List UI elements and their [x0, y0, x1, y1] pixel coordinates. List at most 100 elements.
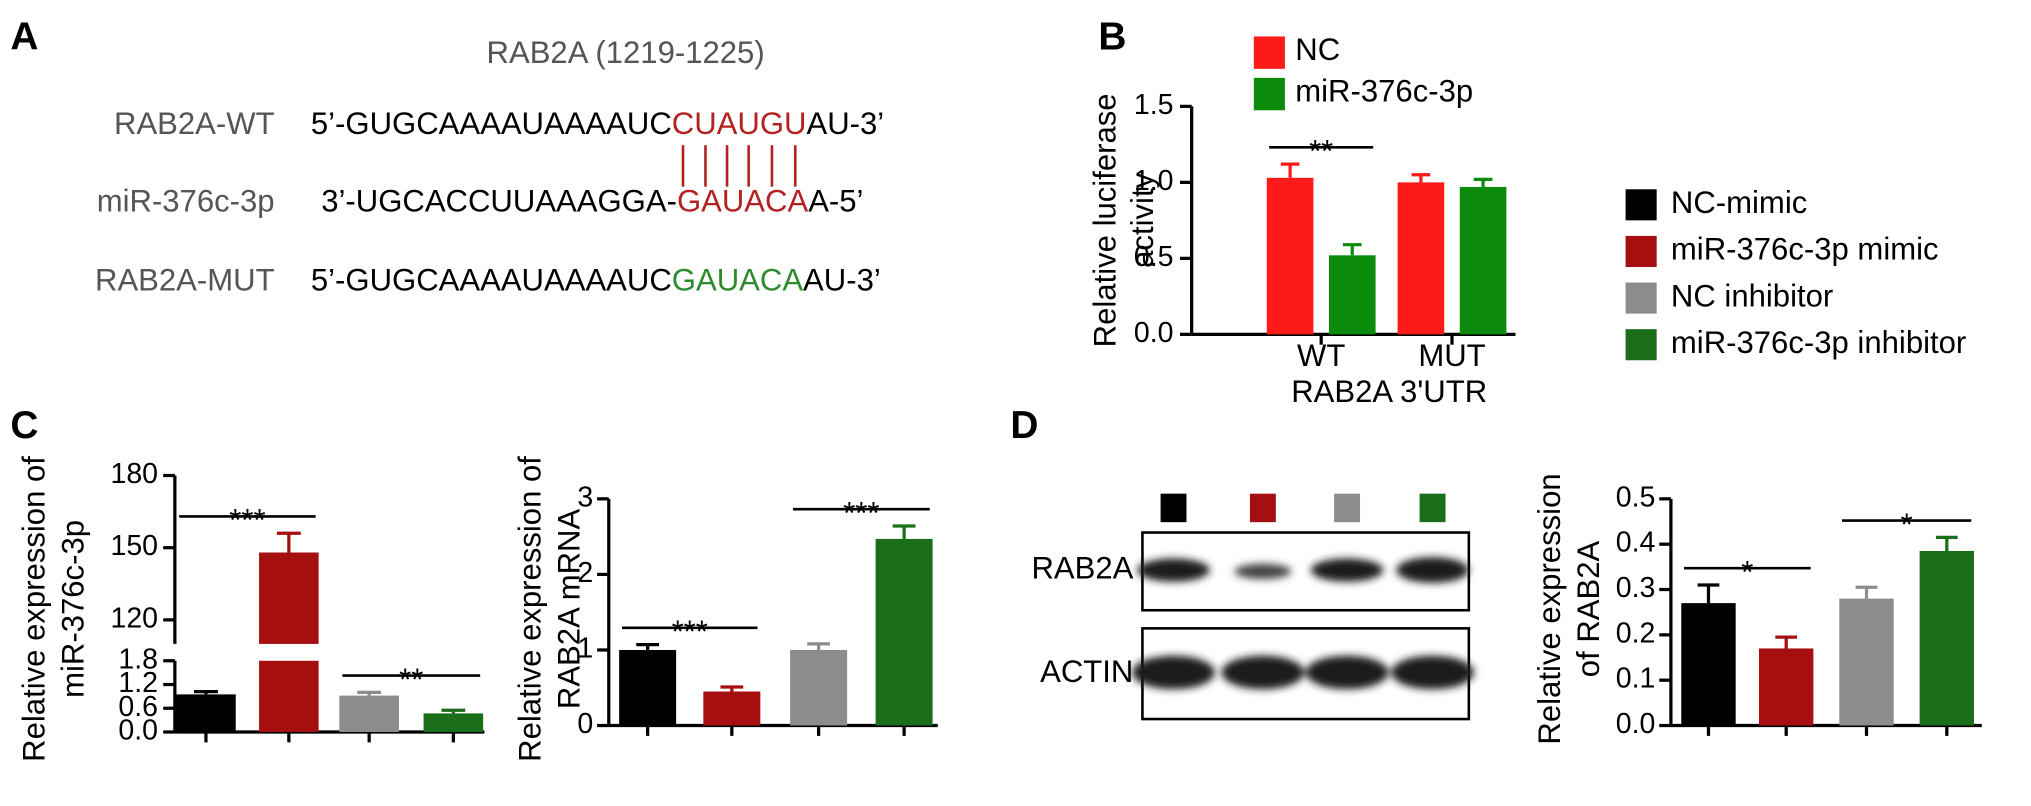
bar [1919, 550, 1975, 726]
sequence-part: GAUACA [677, 184, 809, 219]
sequence-title: RAB2A (1219-1225) [487, 35, 765, 70]
lane-marker [1419, 493, 1446, 523]
band [1132, 655, 1215, 690]
y-tick-label: 0 [577, 708, 593, 740]
lane-marker [1249, 493, 1276, 523]
sequence: 5’-GUGCAAAAUAAAAUCCUAUGUAU-3’ [311, 106, 884, 141]
legend-label: NC inhibitor [1671, 278, 1833, 313]
bar [703, 691, 761, 726]
significance-label: *** [229, 503, 265, 538]
y-axis-label: Relative expression of [16, 456, 51, 762]
sequence-part: AU-3’ [806, 106, 884, 141]
band [1137, 558, 1210, 582]
bar [790, 649, 848, 726]
y-tick-label: 2 [577, 557, 593, 589]
bar [259, 552, 319, 644]
bar [1758, 648, 1814, 726]
bar [339, 695, 399, 733]
bar [423, 713, 484, 733]
y-tick-label: 0.5 [1134, 241, 1174, 273]
western-blot: RAB2A ACTIN [1031, 531, 1475, 721]
sequence-part: AU-3’ [803, 263, 881, 298]
bar [1328, 255, 1376, 335]
y-tick-label: 0.0 [118, 715, 158, 747]
bar [1397, 182, 1445, 335]
legend-label: NC-mimic [1671, 185, 1807, 220]
band [1396, 557, 1469, 584]
bar [875, 538, 933, 726]
significance-label: * [1901, 507, 1913, 542]
bar [259, 660, 319, 733]
y-tick-label: 1.8 [118, 643, 158, 675]
x-axis-label: RAB2A 3'UTR [1291, 374, 1487, 409]
band [1310, 558, 1384, 582]
legend-label: NC [1295, 32, 1340, 67]
sequence-label: RAB2A-WT [114, 106, 275, 141]
sequence-part: 5’-GUGCAAAAUAAAAUC [311, 263, 672, 298]
legend-label: miR-376c-3p mimic [1671, 232, 1939, 267]
panel-label: B [1098, 15, 1126, 58]
band [1391, 655, 1475, 690]
panel-label: D [1010, 404, 1038, 447]
y-tick-label: 0.5 [1616, 481, 1656, 513]
y-tick-label: 0.2 [1616, 617, 1656, 649]
y-tick-label: 1.2 [118, 667, 158, 699]
significance-label: ** [399, 662, 423, 697]
panel-label: C [10, 404, 38, 447]
band-label: RAB2A [1031, 550, 1133, 585]
x-tick-label: MUT [1418, 338, 1485, 373]
y-tick-label: 0.6 [118, 691, 158, 723]
legend-swatch [1625, 235, 1657, 267]
y-tick-label: 120 [110, 602, 158, 634]
legend-swatch [1625, 282, 1657, 314]
sequence-part: A-5’ [808, 184, 863, 219]
legend-swatch [1625, 329, 1657, 361]
sequence-part: GAUACA [672, 263, 804, 298]
sequence-part: CUAUGU [672, 106, 807, 141]
y-tick-label: 0.0 [1616, 708, 1656, 740]
band-label: ACTIN [1040, 654, 1133, 689]
y-tick-label: 1 [577, 632, 593, 664]
lane-marker [1334, 493, 1361, 523]
significance-label: *** [843, 495, 879, 530]
bar [176, 694, 236, 733]
y-axis-label: Relative luciferase [1088, 93, 1123, 347]
y-tick-label: 1.5 [1134, 89, 1174, 121]
bar [619, 649, 677, 726]
y-tick-label: 3 [577, 481, 593, 513]
y-tick-label: 0.4 [1616, 527, 1656, 559]
sequence-label: RAB2A-MUT [95, 263, 275, 298]
y-axis-label: RAB2A mRNA [551, 509, 586, 710]
y-axis-label: activity [1125, 172, 1160, 267]
y-tick-label: 0.0 [1134, 317, 1174, 349]
y-axis-label: Relative expression of [513, 456, 548, 762]
legend-label: miR-376c-3p [1295, 74, 1473, 109]
y-tick-label: 180 [110, 458, 158, 490]
legend-swatch [1625, 189, 1657, 221]
significance-label: *** [672, 614, 708, 649]
y-axis-label: Relative expression [1532, 473, 1567, 744]
significance-label: ** [1309, 134, 1333, 169]
bar [1266, 177, 1314, 335]
band [1221, 655, 1305, 690]
legend-swatch [1253, 77, 1285, 111]
y-tick-label: 150 [110, 530, 158, 562]
sequence-part: 3’-UGCACCUUAAAGGA- [321, 184, 677, 219]
bar [1839, 598, 1894, 726]
bands [1132, 557, 1475, 690]
band [1234, 563, 1292, 580]
significance-label: * [1741, 554, 1753, 589]
y-axis-label: miR-376c-3p [55, 520, 90, 698]
y-axis-label: of RAB2A [1571, 540, 1606, 677]
bar [1459, 186, 1507, 335]
panel-label: A [10, 15, 38, 58]
y-tick-label: 0.1 [1616, 663, 1656, 695]
x-tick-label: WT [1297, 338, 1345, 373]
y-tick-label: 0.3 [1616, 572, 1656, 604]
sequence-part: 5’-GUGCAAAAUAAAAUC [311, 106, 672, 141]
y-tick-label: 1.0 [1134, 165, 1174, 197]
legend-swatch [1253, 36, 1285, 69]
band [1305, 655, 1389, 690]
